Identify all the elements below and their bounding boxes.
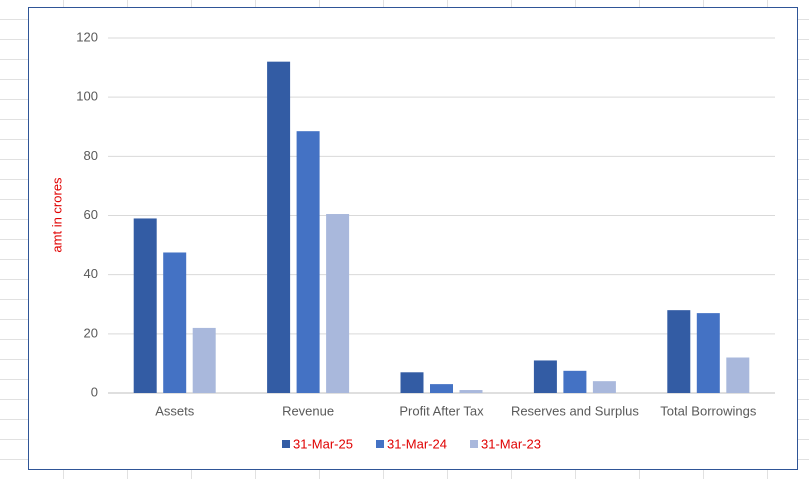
legend-swatch [470, 440, 478, 448]
bar [133, 218, 157, 393]
legend-swatch [282, 440, 290, 448]
y-axis-label: amt in crores [49, 177, 64, 253]
legend-label: 31-Mar-24 [387, 436, 447, 451]
bar [592, 381, 616, 393]
y-tick-label: 120 [76, 29, 98, 44]
bar [400, 372, 424, 393]
x-tick-label: Revenue [282, 403, 334, 418]
x-tick-label: Total Borrowings [660, 403, 757, 418]
bar [296, 131, 320, 393]
bar [326, 214, 350, 393]
y-tick-label: 20 [84, 325, 98, 340]
legend-label: 31-Mar-23 [481, 436, 541, 451]
bar [192, 327, 216, 393]
bar [696, 313, 720, 393]
y-tick-label: 40 [84, 266, 98, 281]
bar [430, 384, 453, 393]
bar [667, 310, 691, 393]
bar [533, 360, 557, 393]
legend-label: 31-Mar-25 [293, 436, 353, 451]
x-tick-label: Reserves and Surplus [511, 403, 639, 418]
x-tick-label: Assets [155, 403, 195, 418]
bar [563, 370, 587, 393]
y-tick-label: 0 [91, 384, 98, 399]
bar [267, 61, 291, 394]
y-tick-label: 80 [84, 148, 98, 163]
y-tick-label: 60 [84, 207, 98, 222]
bar [726, 357, 750, 393]
y-tick-label: 100 [76, 89, 98, 104]
bar [163, 252, 187, 393]
x-tick-label: Profit After Tax [399, 403, 484, 418]
legend-swatch [376, 440, 384, 448]
bar [459, 390, 483, 393]
